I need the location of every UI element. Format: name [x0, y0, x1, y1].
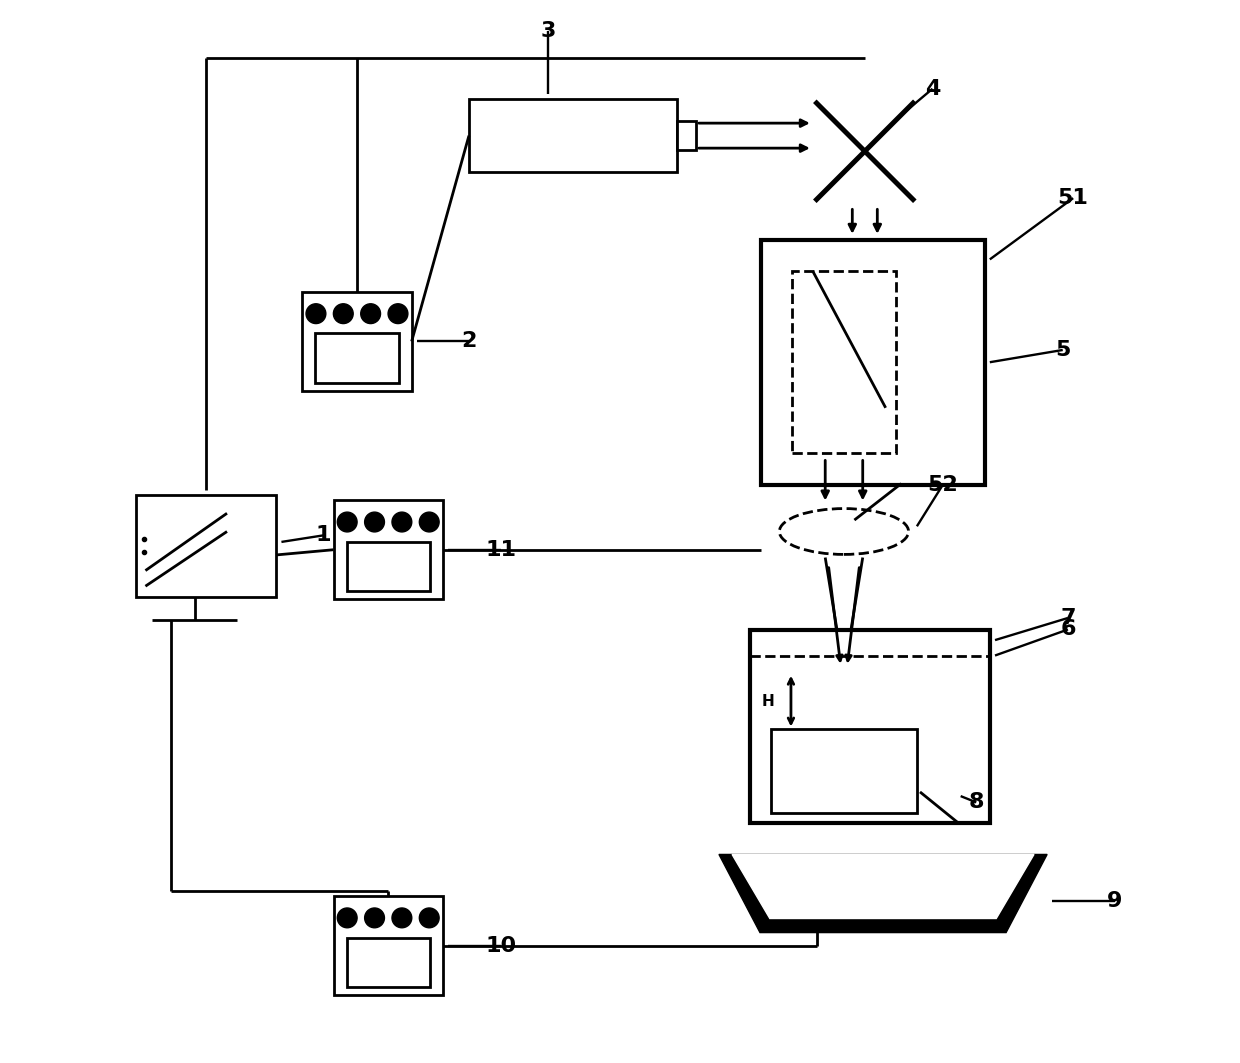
- Circle shape: [419, 512, 439, 532]
- Text: 11: 11: [486, 540, 517, 560]
- Text: 8: 8: [968, 792, 985, 812]
- Bar: [315, 334, 398, 383]
- Circle shape: [365, 908, 384, 928]
- Text: H: H: [761, 694, 775, 709]
- Text: 2: 2: [461, 332, 476, 352]
- Circle shape: [361, 304, 381, 323]
- Bar: [469, 99, 677, 172]
- Bar: [677, 121, 696, 150]
- Circle shape: [306, 304, 326, 323]
- Text: 4: 4: [925, 79, 940, 99]
- Text: 5: 5: [1055, 340, 1070, 360]
- Ellipse shape: [780, 508, 909, 555]
- Text: 9: 9: [1107, 891, 1122, 911]
- Text: 51: 51: [1058, 188, 1089, 208]
- Bar: [334, 501, 443, 600]
- Text: 52: 52: [928, 474, 959, 494]
- Bar: [792, 271, 897, 454]
- Polygon shape: [732, 855, 1034, 918]
- Circle shape: [392, 908, 412, 928]
- Bar: [334, 896, 443, 995]
- Circle shape: [388, 304, 408, 323]
- Bar: [347, 938, 430, 988]
- Text: 1: 1: [315, 525, 331, 545]
- Text: 6: 6: [1060, 620, 1075, 640]
- Bar: [135, 495, 277, 596]
- Circle shape: [392, 512, 412, 532]
- Text: 3: 3: [541, 21, 556, 41]
- Bar: [771, 729, 916, 813]
- Circle shape: [334, 304, 353, 323]
- Circle shape: [337, 512, 357, 532]
- Bar: [347, 542, 430, 591]
- Circle shape: [419, 908, 439, 928]
- Bar: [760, 240, 985, 485]
- Bar: [303, 292, 412, 391]
- Bar: [750, 630, 990, 823]
- Text: 7: 7: [1060, 608, 1075, 628]
- Circle shape: [337, 908, 357, 928]
- Text: 10: 10: [486, 935, 517, 956]
- Circle shape: [365, 512, 384, 532]
- Polygon shape: [719, 855, 1047, 932]
